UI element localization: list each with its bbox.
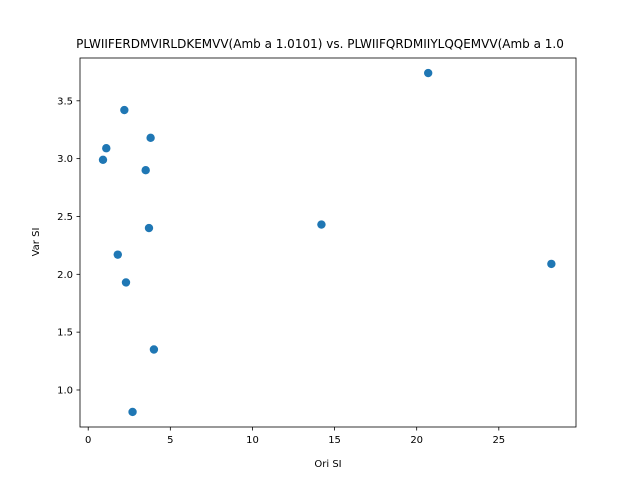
data-point-9 xyxy=(149,345,159,354)
x-tick-label: 0 xyxy=(85,435,91,446)
data-point-7 xyxy=(113,250,122,259)
y-tick-label: 1.0 xyxy=(57,385,73,396)
data-point-2 xyxy=(146,133,155,143)
data-point-4 xyxy=(98,155,108,164)
y-tick-label: 3.0 xyxy=(57,154,73,165)
x-axis-label: Ori SI xyxy=(314,459,341,470)
x-tick-label: 20 xyxy=(410,435,423,446)
data-point-6 xyxy=(144,223,154,233)
data-point-3 xyxy=(102,144,111,153)
y-tick-label: 2.0 xyxy=(57,270,73,281)
x-tick-label: 25 xyxy=(492,435,505,446)
data-point-1 xyxy=(120,105,129,115)
data-point-13 xyxy=(547,259,556,269)
x-tick-label: 15 xyxy=(328,435,341,446)
data-point-11 xyxy=(317,220,326,229)
data-point-12 xyxy=(423,68,433,78)
data-point-8 xyxy=(121,278,131,287)
plot-frame xyxy=(79,57,577,428)
data-point-5 xyxy=(141,166,150,175)
plot-area: 0 5 10 15 20 25 1.0 1.5 2.0 2.5 3.0 3.5 xyxy=(57,57,577,446)
data-point-10 xyxy=(128,407,137,417)
chart-title: PLWIIFERDMVIRLDKEMVV(Amb a 1.0101) vs. P… xyxy=(76,37,564,51)
y-tick-label: 1.5 xyxy=(57,328,73,339)
y-tick-label: 3.5 xyxy=(57,96,73,107)
y-tick-label: 2.5 xyxy=(57,212,73,223)
x-tick-label: 10 xyxy=(246,435,259,446)
y-axis-label: Var SI xyxy=(31,228,42,257)
x-tick-label: 5 xyxy=(167,435,173,446)
